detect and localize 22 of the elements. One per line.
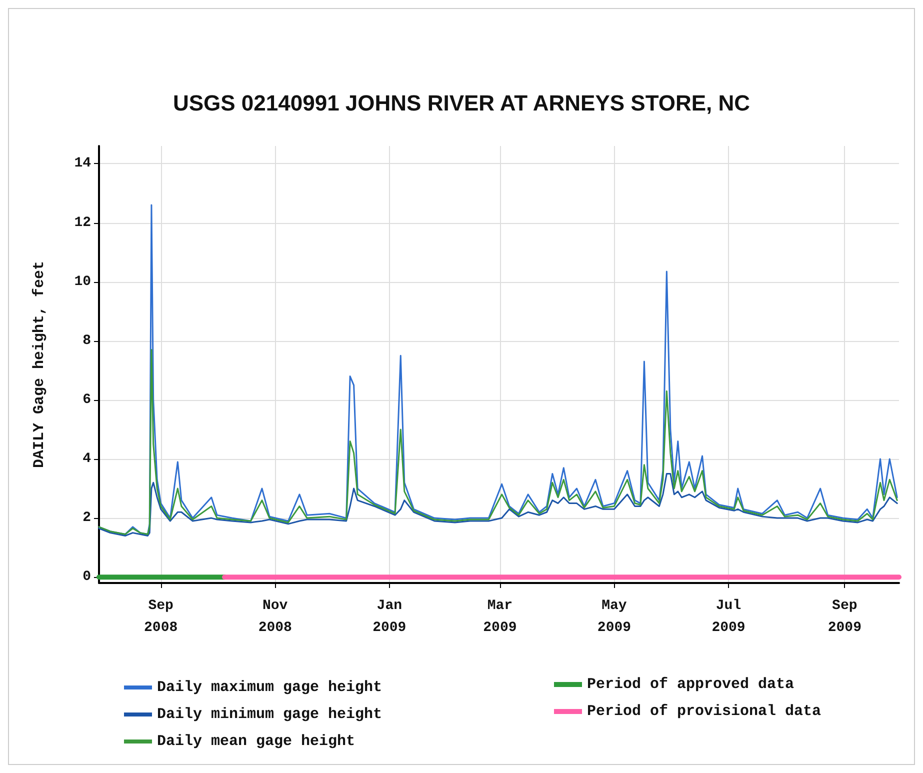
y-tick-label: 4	[82, 450, 91, 467]
x-tick-label: Nov 2008	[258, 598, 292, 636]
legend-label: Daily maximum gage height	[157, 679, 382, 696]
y-tick-label: 6	[82, 392, 91, 408]
x-tick-label: Sep 2009	[828, 598, 862, 636]
y-tick-label: 2	[82, 510, 91, 526]
x-tick-label: Mar 2009	[483, 598, 517, 636]
x-tick-label: Jan 2009	[372, 598, 406, 636]
y-tick-label: 0	[82, 569, 91, 586]
y-axis-title: DAILY Gage height, feet	[31, 260, 48, 468]
y-tick-label: 14	[74, 156, 91, 172]
y-tick-label: 10	[74, 274, 91, 290]
legend-label: Period of approved data	[587, 676, 794, 693]
x-tick-label: May 2009	[597, 598, 632, 636]
legend-label: Daily mean gage height	[157, 733, 356, 750]
legend-label: Period of provisional data	[587, 703, 822, 720]
y-tick-label: 12	[74, 214, 91, 231]
y-tick-label: 8	[82, 332, 91, 349]
x-tick-label: Jul 2009	[712, 598, 746, 636]
x-tick-label: Sep 2008	[144, 598, 178, 636]
legend-label: Daily minimum gage height	[157, 706, 382, 723]
chart-title: USGS 02140991 JOHNS RIVER AT ARNEYS STORE, NC	[172, 90, 750, 116]
